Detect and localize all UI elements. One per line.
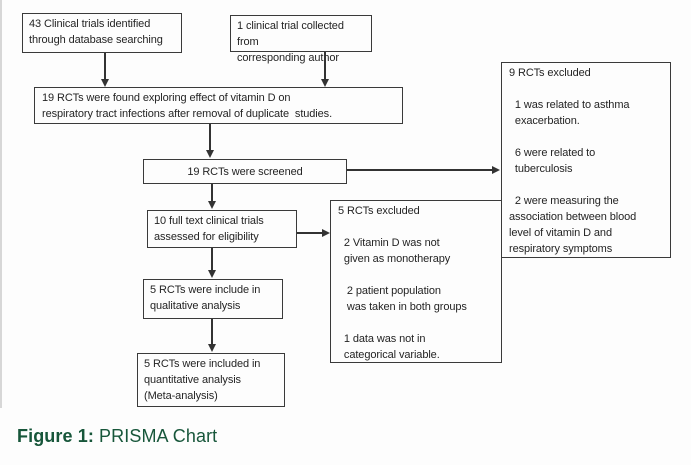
figure-caption-title: PRISMA Chart: [99, 426, 218, 446]
arrow-duplicates-to-screened: [205, 124, 214, 158]
arrow-qualitative-to-quantitative: [207, 319, 216, 352]
box-excluded-fulltext: 5 RCTs excluded 2 Vitamin D was not give…: [330, 200, 502, 363]
box-excluded-screening: 9 RCTs excluded 1 was related to asthma …: [501, 62, 671, 258]
arrow-screened-to-fulltext: [207, 184, 216, 209]
figure-caption-label: Figure 1:: [17, 426, 94, 446]
box-quantitative-analysis: 5 RCTs were included in quantitative ana…: [137, 353, 285, 407]
arrow-fulltext-to-excluded: [297, 228, 330, 237]
arrow-collected-to-duplicates: [320, 52, 329, 87]
box-records-identified: 43 Clinical trials identified through da…: [22, 13, 182, 53]
box-fulltext-assessed: 10 full text clinical trials assessed fo…: [147, 210, 297, 248]
box-screened: 19 RCTs were screened: [143, 159, 347, 184]
arrow-identified-to-duplicates: [100, 53, 109, 87]
arrow-fulltext-to-qualitative: [207, 248, 216, 278]
scan-edge-artifact: [0, 0, 2, 408]
figure-caption: Figure 1: PRISMA Chart: [17, 426, 217, 447]
arrow-screened-to-excluded: [347, 165, 500, 174]
box-qualitative-analysis: 5 RCTs were include in qualitative analy…: [143, 279, 283, 319]
box-after-duplicate-removal: 19 RCTs were found exploring effect of v…: [34, 87, 403, 124]
box-author-collected: 1 clinical trial collected from correspo…: [230, 15, 372, 64]
